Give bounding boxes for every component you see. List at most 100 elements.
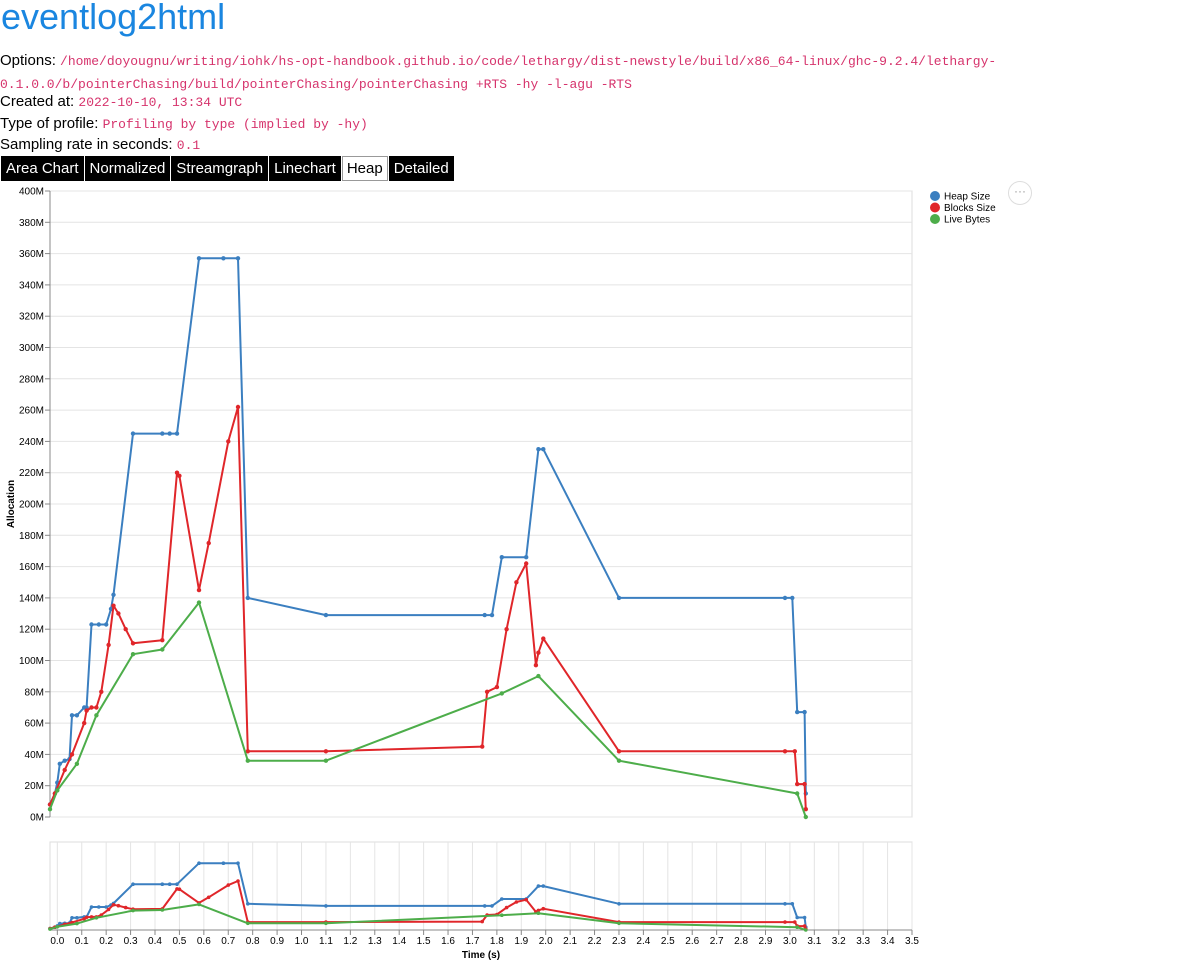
x-tick-label: 0.0 <box>50 936 64 947</box>
overview-heap-size-point <box>617 902 621 906</box>
x-tick-label: 1.4 <box>392 936 406 947</box>
blocks-size-point <box>616 749 622 754</box>
tab-streamgraph[interactable]: Streamgraph <box>171 156 269 181</box>
x-tick-label: 1.8 <box>490 936 504 947</box>
overview-heap-size-point <box>221 861 226 865</box>
blocks-size-point <box>69 752 75 757</box>
blocks-size-point <box>245 749 250 754</box>
blocks-size-point <box>94 705 99 710</box>
heap-size-point <box>84 705 89 710</box>
y-tick-label: 40M <box>25 750 44 761</box>
overview-blocks-size-point <box>89 915 94 919</box>
heap-size-point <box>524 555 529 560</box>
overview-heap-size-point <box>490 904 494 908</box>
y-tick-label: 360M <box>19 249 44 260</box>
overview-blocks-size-point <box>236 879 240 883</box>
heap-size-point <box>160 431 165 436</box>
blocks-size-point <box>89 705 94 710</box>
x-tick-label: 0.4 <box>148 936 162 947</box>
overview-heap-size-point <box>58 921 62 926</box>
x-tick-label: 3.1 <box>807 936 821 947</box>
x-tick-label: 1.0 <box>295 936 309 947</box>
heap-size-point <box>221 256 226 261</box>
heap-size-point <box>782 595 788 601</box>
overview-heap-size-point <box>783 902 787 906</box>
overview-heap-size-point <box>541 884 546 888</box>
legend-swatch <box>930 191 940 201</box>
overview-heap-size-point <box>795 915 799 920</box>
heap-size-point <box>482 612 487 618</box>
main-plot[interactable]: 0M 20M 40M 60M 80M 100M 120M 140M 160M 180M 200M 22… <box>19 187 913 824</box>
overview-heap-size-point <box>324 904 328 908</box>
blocks-size-point <box>536 650 541 655</box>
heap-size-point <box>790 595 795 601</box>
tab-normalized[interactable]: Normalized <box>84 156 171 181</box>
created-value: 2022-10-10, 13:34 UTC <box>78 95 243 110</box>
heap-size-point <box>245 595 250 601</box>
blocks-size-point <box>782 749 788 754</box>
x-tick-label: 3.5 <box>905 936 919 947</box>
overview-blocks-size-point <box>111 903 116 907</box>
heap-size-point <box>541 447 546 452</box>
x-tick-label: 2.7 <box>710 936 724 947</box>
chart-tabs: Area Chart Normalized Streamgraph Linech… <box>1 156 455 181</box>
overview-heap-size-point <box>790 902 795 906</box>
blocks-size-point <box>174 470 180 475</box>
heap-size-point <box>235 256 241 261</box>
x-tick-label: 0.2 <box>99 936 113 947</box>
y-tick-label: 20M <box>25 781 44 792</box>
live-bytes-point <box>94 713 99 718</box>
overview-live-bytes-point <box>197 902 201 907</box>
heap-size-point <box>616 595 622 601</box>
blocks-size-point <box>84 708 89 713</box>
overview-blocks-size-point <box>504 905 509 910</box>
legend-swatch <box>930 202 940 213</box>
tab-area-chart[interactable]: Area Chart <box>1 156 84 181</box>
y-tick-label: 400M <box>19 187 44 198</box>
heap-size-point <box>795 709 800 715</box>
heap-size-point <box>167 431 172 436</box>
tab-detailed[interactable]: Detailed <box>388 156 454 181</box>
overview-blocks-size-point <box>536 908 541 913</box>
legend-label: Heap Size <box>944 192 991 203</box>
live-bytes-point <box>196 600 202 605</box>
heap-size-point <box>96 622 102 627</box>
overview-live-bytes-point <box>75 921 79 926</box>
live-bytes-point <box>74 761 80 766</box>
y-tick-label: 280M <box>19 374 44 385</box>
live-bytes-point <box>616 758 622 763</box>
overview-heap-size-point <box>131 882 135 886</box>
x-tick-label: 1.9 <box>514 936 528 947</box>
sampling-rate-label: Sampling rate in seconds: <box>0 136 173 153</box>
blocks-size-point <box>111 603 116 608</box>
live-bytes-point <box>47 807 53 812</box>
y-tick-label: 240M <box>19 437 44 448</box>
tab-heap[interactable]: Heap <box>341 156 388 181</box>
ellipsis-icon: ··· <box>1014 184 1026 198</box>
blocks-size-point <box>792 749 797 754</box>
live-bytes-point <box>499 691 504 696</box>
live-bytes-point <box>245 758 250 763</box>
x-tick-label: 1.1 <box>319 936 333 947</box>
overview-brush-plot[interactable]: 0.0 0.1 0.2 0.3 0.4 0.5 0.6 0.7 0.8 0.9 1.0 1.1 1.2 1… <box>48 841 919 947</box>
blocks-size-point <box>323 749 329 754</box>
overview-blocks-size-point <box>123 905 128 910</box>
x-tick-label: 0.7 <box>221 936 235 947</box>
overview-heap-size-point <box>536 884 541 888</box>
blocks-size-point <box>130 641 136 646</box>
y-tick-label: 340M <box>19 280 44 291</box>
actions-menu-button[interactable]: ··· <box>1008 181 1032 205</box>
y-tick-label: 60M <box>25 719 44 730</box>
x-tick-label: 2.2 <box>588 936 602 947</box>
overview-live-bytes-point <box>324 921 328 926</box>
live-bytes-point <box>536 673 541 679</box>
live-bytes-point <box>795 791 800 796</box>
tab-linechart[interactable]: Linechart <box>269 156 341 181</box>
overview-heap-size-point <box>500 897 504 901</box>
overview-blocks-size-point <box>793 920 797 924</box>
blocks-size-point <box>106 642 111 648</box>
y-tick-label: 80M <box>25 687 44 698</box>
page-title: eventlog2html <box>1 0 226 37</box>
